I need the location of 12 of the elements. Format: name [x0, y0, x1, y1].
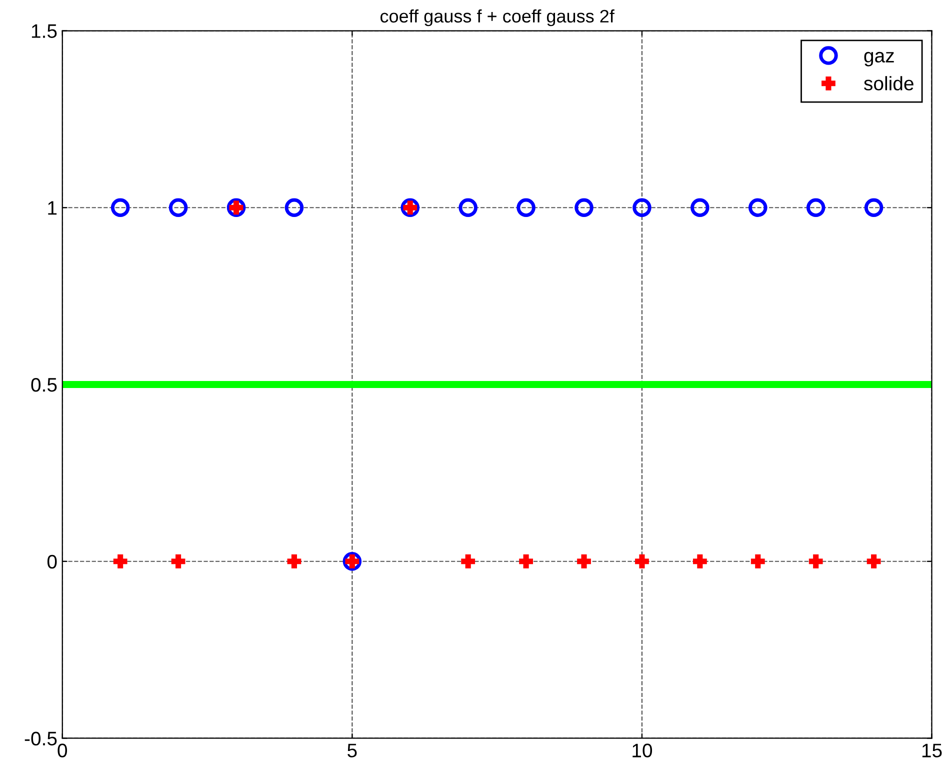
- y-tick-label: 0.5: [31, 378, 57, 392]
- y-tick-label: 1: [48, 201, 57, 215]
- y-tick-label: 0: [47, 554, 57, 569]
- x-tick-label: 5: [348, 744, 357, 758]
- chart-title: coeff gauss f + coeff gauss 2f: [380, 9, 614, 26]
- x-tick-label: 0: [58, 744, 68, 758]
- legend-label: solide: [864, 76, 914, 90]
- y-tick-label: -0.5: [24, 732, 57, 746]
- x-tick-label: 15: [922, 744, 942, 758]
- y-tick-label: 1.5: [32, 24, 57, 38]
- legend-label: gaz: [864, 52, 894, 66]
- x-tick-label: 10: [632, 744, 652, 758]
